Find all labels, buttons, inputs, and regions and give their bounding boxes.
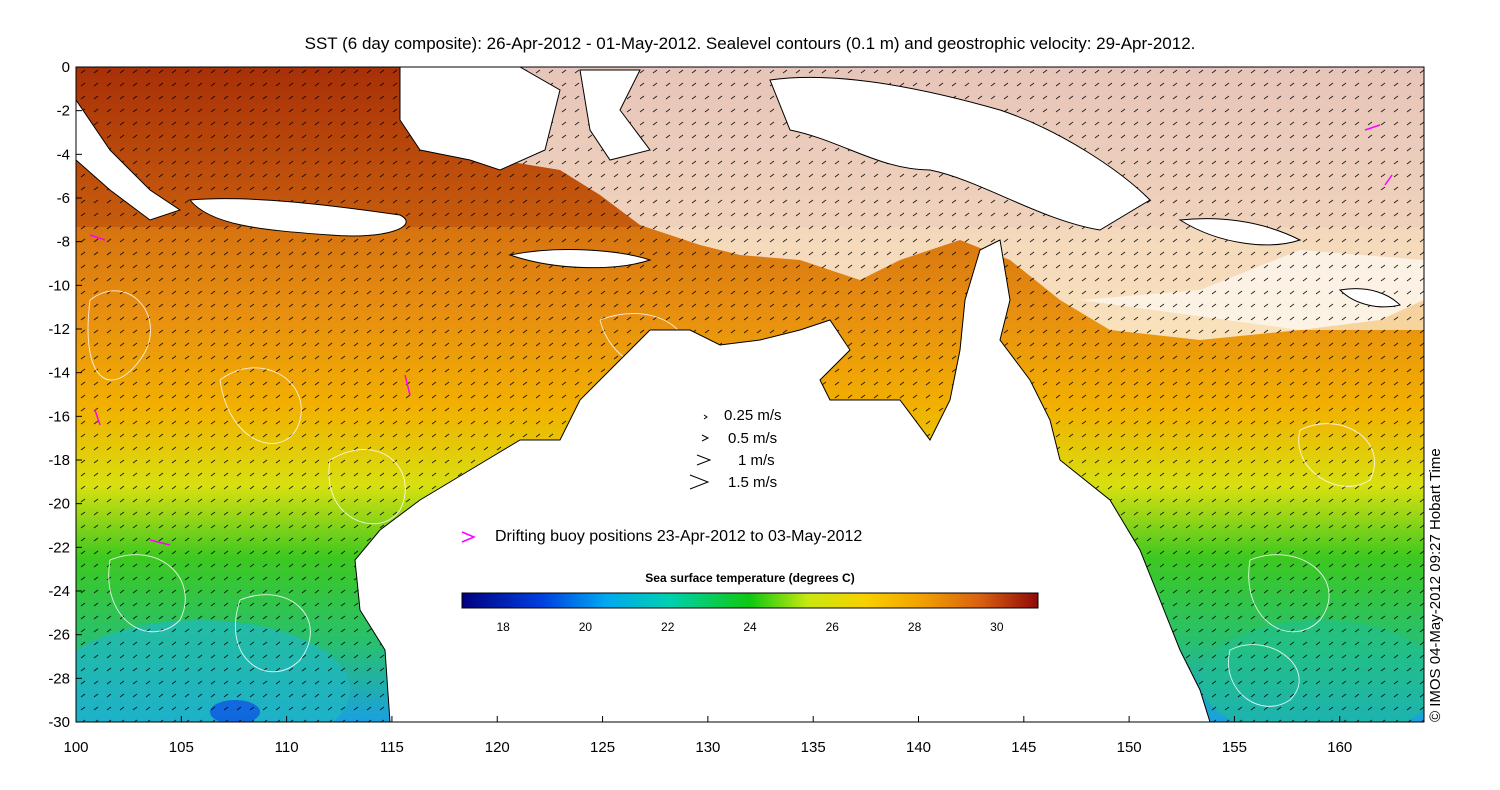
- x-tick-label: 135: [801, 739, 826, 756]
- buoy-tracks: [89, 124, 1393, 546]
- velocity-label-0.5: 0.5 m/s: [728, 430, 777, 447]
- x-tick-label: 160: [1327, 739, 1352, 756]
- x-tick-label: 130: [695, 739, 720, 756]
- colorbar-tick-label: 22: [661, 620, 675, 634]
- y-tick-label: -16: [48, 408, 70, 425]
- map-title: SST (6 day composite): 26-Apr-2012 - 01-…: [304, 34, 1196, 53]
- y-tick-label: -26: [48, 627, 70, 644]
- y-tick-label: -10: [48, 277, 70, 294]
- y-tick-label: -28: [48, 670, 70, 687]
- y-tick-label: -18: [48, 452, 70, 469]
- x-tick-label: 115: [380, 739, 404, 756]
- borneo: [399, 67, 561, 171]
- colorbar-tick-label: 18: [496, 620, 510, 634]
- y-tick-label: -24: [48, 583, 70, 600]
- colorbar-title: Sea surface temperature (degrees C): [645, 571, 854, 585]
- buoy-legend: Drifting buoy positions 23-Apr-2012 to 0…: [461, 528, 862, 545]
- x-axis: 100 105 110 115 120 125 130 135 140 145 150 155 160: [63, 716, 1352, 756]
- y-tick-label: -2: [57, 103, 70, 120]
- velocity-arrow-1.5: [689, 474, 710, 490]
- sulawesi: [579, 69, 651, 161]
- java: [189, 198, 407, 237]
- y-tick-label: -6: [57, 190, 70, 207]
- timor: [508, 249, 652, 269]
- plot-area: [76, 67, 1424, 722]
- velocity-arrow-0.25: [703, 414, 708, 420]
- y-tick-label: -4: [57, 146, 70, 163]
- x-tick-label: 105: [169, 739, 194, 756]
- velocity-arrow-0.5: [701, 434, 710, 442]
- colorbar: Sea surface temperature (degrees C) 18 20…: [461, 571, 1039, 634]
- velocity-legend: 0.25 m/s 0.5 m/s 1 m/s 1.5 m/s: [689, 407, 782, 491]
- x-tick-label: 145: [1011, 739, 1036, 756]
- y-tick-label: -22: [48, 539, 70, 556]
- y-tick-label: 0: [62, 59, 70, 76]
- colorbar-tick-label: 24: [743, 620, 757, 634]
- new-guinea: [769, 76, 1151, 231]
- y-axis: 0 -2 -4 -6 -8 -10 -12 -14 -16 -18 -20 -22 -24 -26 -28 -…: [48, 59, 82, 731]
- buoy-legend-label: Drifting buoy positions 23-Apr-2012 to 0…: [495, 528, 862, 545]
- y-tick-label: -20: [48, 496, 70, 513]
- colorbar-tick-label: 28: [908, 620, 922, 634]
- colorbar-ramp: [461, 592, 1039, 609]
- x-tick-label: 100: [63, 739, 88, 756]
- x-tick-label: 110: [275, 739, 299, 756]
- colorbar-tick-label: 20: [579, 620, 593, 634]
- x-tick-label: 155: [1222, 739, 1247, 756]
- velocity-arrow-1: [696, 454, 712, 466]
- colorbar-tick-label: 30: [990, 620, 1004, 634]
- y-tick-label: -12: [48, 321, 70, 338]
- plot-frame: [75, 66, 1425, 723]
- sumatra-tip: [76, 99, 182, 221]
- x-tick-label: 150: [1117, 739, 1142, 756]
- y-tick-label: -30: [48, 714, 70, 731]
- new-britain: [1178, 218, 1302, 246]
- x-tick-label: 140: [906, 739, 931, 756]
- solomons: [1338, 288, 1401, 308]
- y-tick-label: -8: [57, 234, 70, 251]
- sealevel-contours: [87, 290, 1375, 707]
- x-tick-label: 120: [485, 739, 510, 756]
- velocity-label-1.5: 1.5 m/s: [728, 474, 777, 491]
- y-tick-label: -14: [48, 365, 70, 382]
- buoy-marker: [461, 531, 476, 543]
- credit-text: © IMOS 04-May-2012 09:27 Hobart Time: [1427, 448, 1444, 722]
- velocity-label-0.25: 0.25 m/s: [724, 407, 782, 424]
- colorbar-ticks: 18 20 22 24 26 28 30: [496, 620, 1003, 634]
- velocity-label-1: 1 m/s: [738, 452, 775, 469]
- x-tick-label: 125: [590, 739, 615, 756]
- colorbar-tick-label: 26: [826, 620, 840, 634]
